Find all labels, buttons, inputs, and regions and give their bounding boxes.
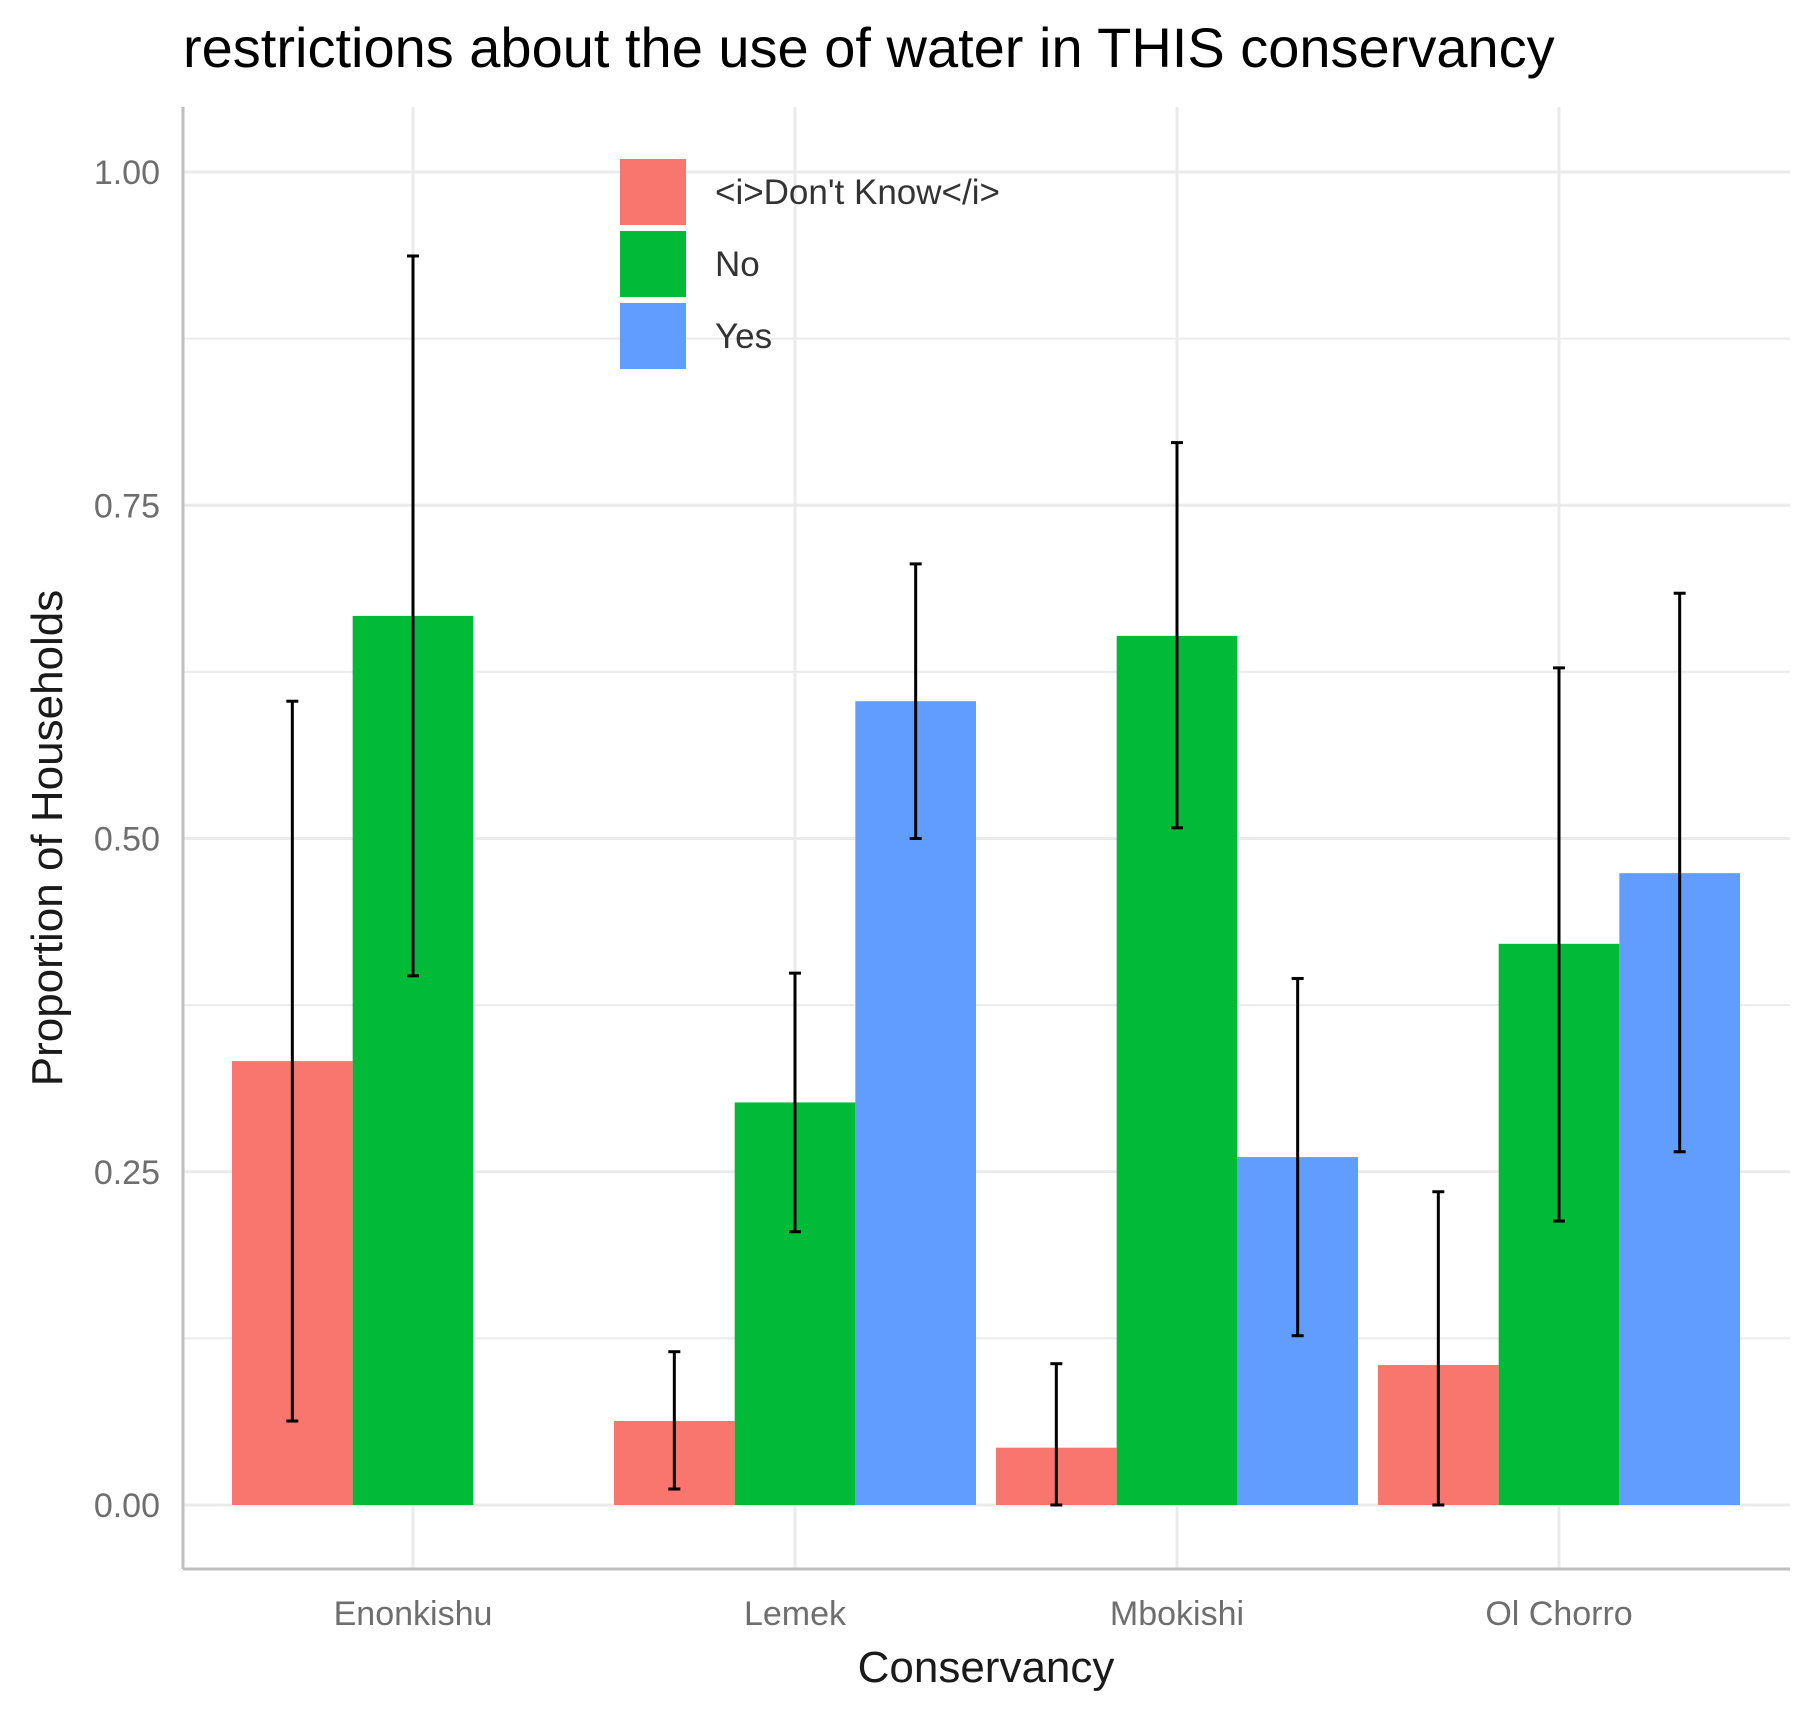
y-axis-title: Proportion of Households xyxy=(23,590,72,1087)
legend-key xyxy=(620,159,686,225)
legend-item: <i>Don't Know</i> xyxy=(620,159,1000,225)
error-bar xyxy=(1291,976,1304,1338)
x-tick-label: Ol Chorro xyxy=(1485,1595,1632,1633)
y-tick-labels: 0.00 0.25 0.50 0.75 1.00 xyxy=(94,154,160,1525)
x-tick-label: Mbokishi xyxy=(1110,1595,1244,1633)
x-tick-labels: Enonkishu Lemek Mbokishi Ol Chorro xyxy=(334,1595,1633,1633)
axes xyxy=(181,107,1790,1571)
error-bar xyxy=(668,1350,681,1491)
error-bars xyxy=(286,254,1686,1507)
x-tick-label: Enonkishu xyxy=(334,1595,493,1633)
legend-key xyxy=(620,303,686,369)
error-bar xyxy=(789,971,801,1234)
bars xyxy=(232,615,1740,1505)
y-tick-label: 0.75 xyxy=(94,487,160,525)
legend: <i>Don't Know</i> No Yes xyxy=(620,159,1000,369)
y-tick-label: 1.00 xyxy=(94,154,160,192)
y-tick-label: 0.25 xyxy=(94,1154,160,1192)
y-tick-label: 0.50 xyxy=(94,821,160,859)
legend-label: No xyxy=(715,245,760,284)
legend-label: Yes xyxy=(715,317,772,356)
error-bar xyxy=(286,699,299,1423)
error-bar xyxy=(1553,666,1565,1223)
error-bar xyxy=(909,562,922,840)
x-axis-title: Conservancy xyxy=(858,1643,1115,1692)
error-bar xyxy=(1673,591,1686,1154)
legend-item: No xyxy=(620,231,760,297)
chart-title: restrictions about the use of water in T… xyxy=(183,16,1555,79)
x-tick-label: Lemek xyxy=(744,1595,847,1633)
y-tick-label: 0.00 xyxy=(94,1487,160,1525)
error-bar xyxy=(1432,1190,1445,1507)
legend-label: <i>Don't Know</i> xyxy=(715,173,1000,212)
error-bar xyxy=(1171,441,1183,830)
error-bar xyxy=(1050,1362,1063,1507)
legend-key xyxy=(620,231,686,297)
error-bar xyxy=(407,254,419,978)
legend-item: Yes xyxy=(620,303,772,369)
